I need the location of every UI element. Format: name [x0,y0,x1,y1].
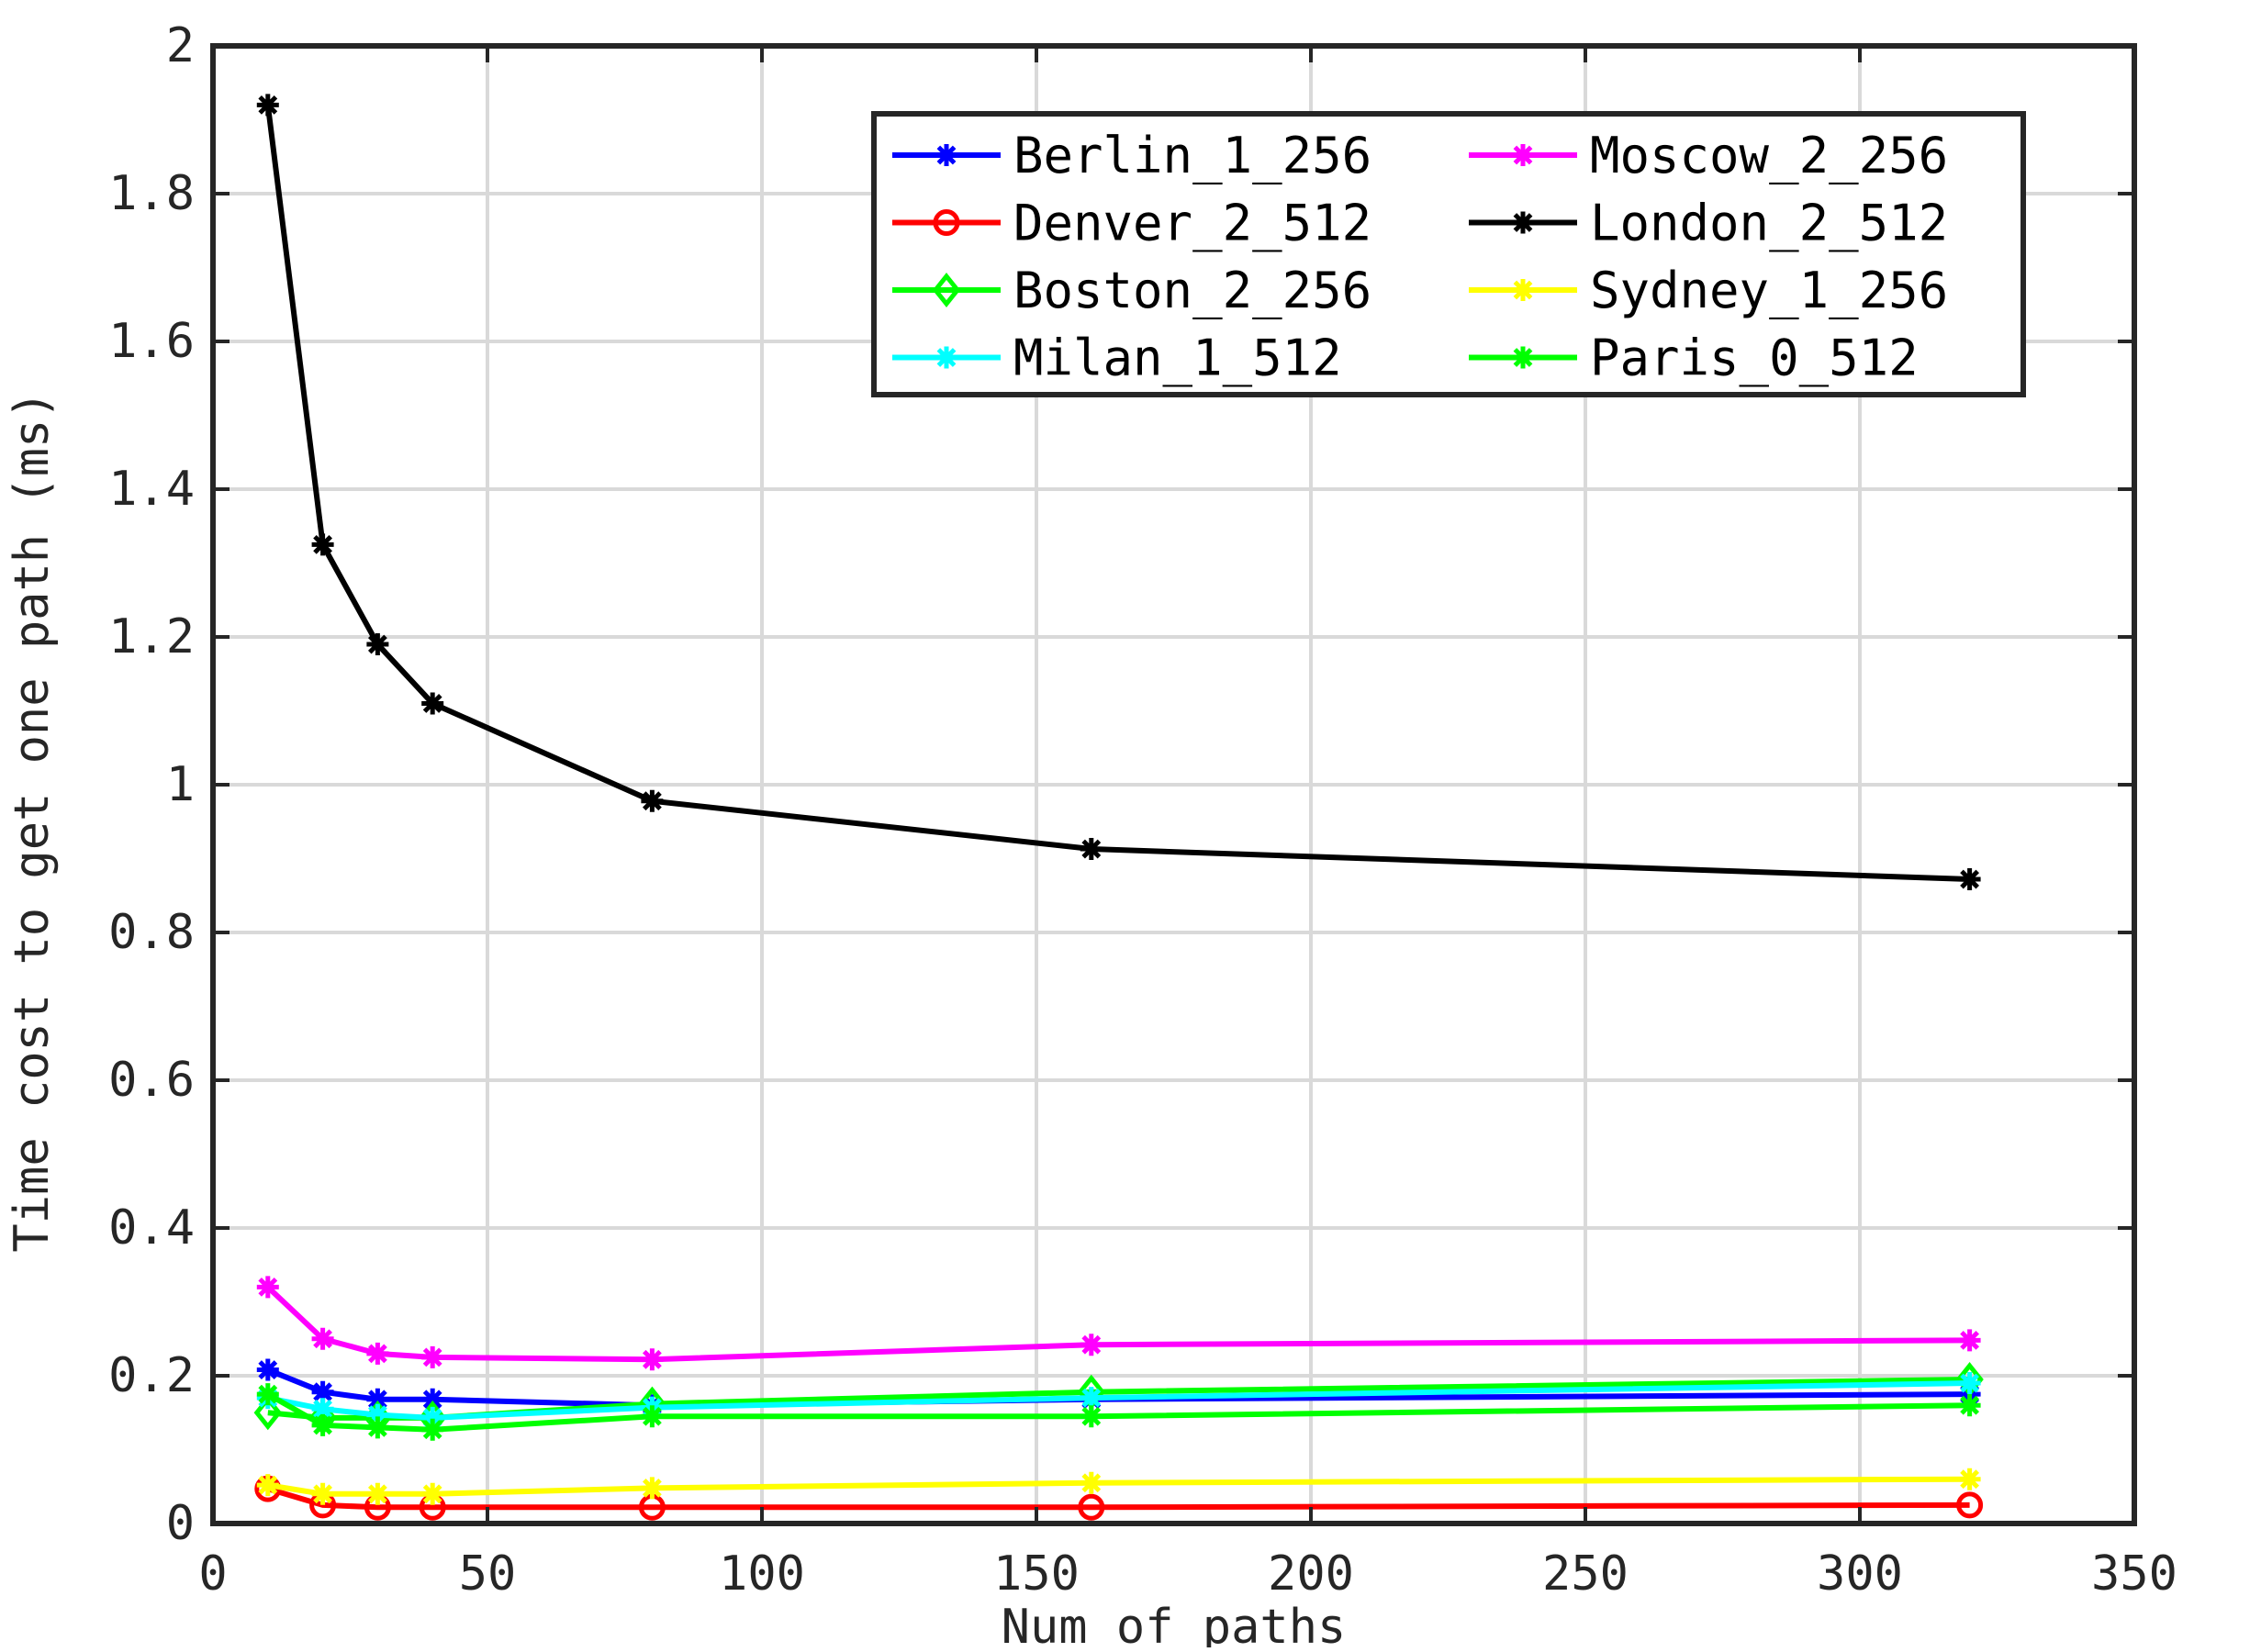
data-point-moscow-2-256 [1958,1329,1981,1352]
legend-label-paris-0-512: Paris_0_512 [1590,329,1919,387]
data-point-milan-1-512 [366,1403,389,1426]
legend-label-moscow-2-256: Moscow_2_256 [1590,127,1948,184]
data-point-london-2-512 [366,633,389,656]
legend-label-milan-1-512: Milan_1_512 [1013,329,1342,387]
data-point-milan-1-512 [1958,1372,1981,1395]
series-sydney-1-256 [256,1468,1981,1505]
legend-marker-sydney-1-256 [1512,279,1534,301]
x-tick-label: 100 [719,1546,805,1602]
y-tick-label: 0.4 [108,1200,195,1256]
legend-item-boston-2-256: Boston_2_256 [892,262,1371,319]
data-point-moscow-2-256 [311,1327,334,1350]
data-point-paris-0-512 [1080,1405,1103,1428]
series-layer [253,94,1984,1521]
x-axis-label: Num of paths [1002,1600,1347,1647]
legend-marker-boston-2-256 [932,272,961,308]
data-point-milan-1-512 [311,1398,334,1421]
data-point-paris-0-512 [421,1418,444,1441]
data-point-london-2-512 [1958,868,1981,891]
legend-marker-paris-0-512 [1512,346,1534,369]
legend-label-boston-2-256: Boston_2_256 [1013,262,1371,319]
data-point-moscow-2-256 [641,1348,664,1371]
x-tick-label: 150 [993,1546,1080,1602]
legend-item-milan-1-512: Milan_1_512 [892,329,1342,387]
legend-marker-moscow-2-256 [1512,144,1534,166]
legend-item-berlin-1-256: Berlin_1_256 [892,127,1371,184]
x-tick-label: 350 [2091,1546,2177,1602]
legend-label-sydney-1-256: Sydney_1_256 [1590,262,1948,319]
legend-item-sydney-1-256: Sydney_1_256 [1469,262,1948,319]
legend-item-moscow-2-256: Moscow_2_256 [1469,127,1948,184]
data-point-paris-0-512 [311,1413,334,1436]
legend-label-berlin-1-256: Berlin_1_256 [1013,127,1371,184]
data-point-milan-1-512 [1080,1387,1103,1410]
data-point-sydney-1-256 [311,1482,334,1505]
y-tick-label: 1.6 [108,314,195,369]
tick-layer: 0 50 100 150 200 250 300 350 0 0.2 0.4 0.6 0.8 1 1.2 1.… [108,18,2177,1602]
legend-marker-denver-2-512 [933,209,960,236]
data-point-london-2-512 [641,789,664,812]
series-moscow-2-256 [256,1276,1981,1371]
x-tick-label: 200 [1268,1546,1354,1602]
series-paris-0-512 [256,1383,1981,1441]
legend-item-denver-2-512: Denver_2_512 [892,195,1371,252]
data-point-london-2-512 [311,533,334,556]
x-tick-label: 50 [459,1546,517,1602]
series-london-2-512 [256,94,1981,891]
series-line-denver-2-512 [266,1486,1970,1511]
data-point-london-2-512 [256,94,279,117]
data-point-berlin-1-256 [256,1358,279,1381]
legend-marker-london-2-512 [1512,211,1534,234]
data-point-milan-1-512 [421,1406,444,1429]
data-point-london-2-512 [421,692,444,715]
x-tick-label: 0 [198,1546,227,1602]
y-tick-label: 1 [166,757,195,812]
y-axis-label: Time cost to get one path (ms) [5,390,60,1252]
data-point-sydney-1-256 [1958,1468,1981,1490]
data-point-moscow-2-256 [366,1342,389,1365]
data-point-moscow-2-256 [1080,1334,1103,1356]
data-point-denver-2-512 [1956,1491,1984,1519]
x-tick-label: 300 [1817,1546,1903,1602]
y-tick-label: 2 [166,18,195,73]
y-tick-label: 0 [166,1496,195,1551]
legend: Berlin_1_256 Denver_2_512 Boston_2_256 Mila… [871,111,2026,397]
legend-label-london-2-512: London_2_512 [1590,195,1948,252]
legend-item-london-2-512: London_2_512 [1469,195,1948,252]
legend-box [871,111,2026,397]
data-point-sydney-1-256 [421,1482,444,1505]
y-tick-label: 1.2 [108,609,195,664]
legend-label-denver-2-512: Denver_2_512 [1013,195,1371,252]
series-denver-2-512 [254,1475,1984,1521]
x-tick-label: 250 [1542,1546,1629,1602]
data-point-sydney-1-256 [366,1482,389,1505]
y-tick-label: 1.4 [108,462,195,517]
data-point-paris-0-512 [1958,1394,1981,1417]
legend-item-paris-0-512: Paris_0_512 [1469,329,1919,387]
data-point-berlin-1-256 [421,1388,444,1411]
data-point-sydney-1-256 [641,1477,664,1500]
legend-marker-milan-1-512 [935,346,957,369]
data-point-denver-2-512 [1078,1493,1105,1521]
y-tick-label: 0.2 [108,1348,195,1403]
data-point-moscow-2-256 [421,1345,444,1368]
data-point-sydney-1-256 [1080,1471,1103,1494]
data-point-paris-0-512 [366,1416,389,1439]
data-point-sydney-1-256 [256,1474,279,1497]
data-point-berlin-1-256 [311,1380,334,1403]
data-point-london-2-512 [1080,838,1103,861]
y-tick-label: 0.6 [108,1053,195,1108]
y-tick-label: 1.8 [108,166,195,221]
data-point-boston-2-256 [253,1395,283,1431]
y-tick-label: 0.8 [108,905,195,960]
data-point-moscow-2-256 [256,1276,279,1299]
data-point-paris-0-512 [641,1405,664,1428]
data-point-berlin-1-256 [366,1388,389,1411]
legend-marker-berlin-1-256 [935,144,957,166]
data-point-paris-0-512 [256,1383,279,1406]
